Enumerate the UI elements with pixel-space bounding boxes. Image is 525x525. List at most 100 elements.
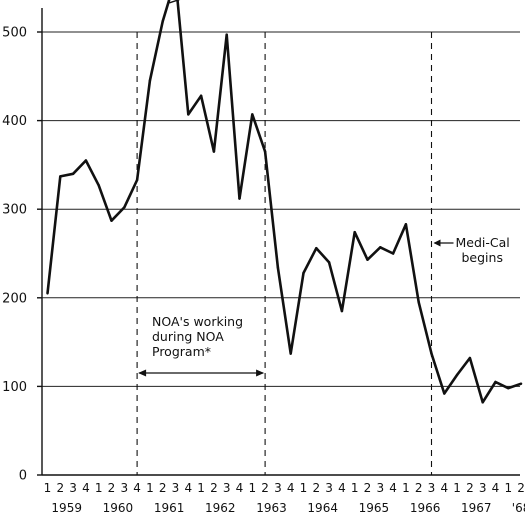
data-point-q18 xyxy=(263,150,267,153)
x-tick-label-q20: 4 xyxy=(287,481,295,495)
x-tick-label-q38: 2 xyxy=(517,481,525,495)
medical-annotation-line: Medi-Cal xyxy=(456,235,510,250)
year-label-1962: 1962 xyxy=(205,501,236,515)
x-tick-label-q31: 3 xyxy=(428,481,436,495)
x-tick-label-q36: 4 xyxy=(492,481,500,495)
gridlines xyxy=(42,31,520,387)
data-point-q22 xyxy=(315,246,318,250)
x-tick-label-q14: 2 xyxy=(210,481,218,495)
x-tick-label-q9: 1 xyxy=(146,481,154,495)
data-point-q23 xyxy=(327,261,331,264)
data-point-q5 xyxy=(97,184,100,187)
series xyxy=(46,0,523,404)
data-point-q2 xyxy=(59,175,62,178)
data-point-q8 xyxy=(135,178,139,182)
x-tick-label-q30: 2 xyxy=(415,481,423,495)
data-point-q17 xyxy=(251,113,254,116)
x-tick-label-q7: 3 xyxy=(120,481,128,495)
data-point-q36 xyxy=(494,380,497,384)
data-point-q28 xyxy=(391,252,395,255)
data-point-q3 xyxy=(71,172,75,175)
year-label-1966: 1966 xyxy=(410,501,441,515)
year-label-1960: 1960 xyxy=(103,501,134,515)
period-markers xyxy=(136,32,433,475)
data-point-q14 xyxy=(212,150,216,153)
data-point-q7 xyxy=(123,206,126,209)
year-label-1967: 1967 xyxy=(461,501,492,515)
data-point-q16 xyxy=(238,197,241,200)
data-point-q25 xyxy=(353,231,356,234)
data-point-q30 xyxy=(417,301,420,304)
data-point-q9 xyxy=(148,79,152,82)
data-point-q34 xyxy=(468,356,472,360)
x-tick-label-q16: 4 xyxy=(236,481,244,495)
data-point-q33 xyxy=(455,373,459,377)
data-point-q24 xyxy=(340,309,344,313)
x-tick-label-q32: 4 xyxy=(440,481,448,495)
x-tick-label-q5: 1 xyxy=(95,481,103,495)
noa-arrowhead-left xyxy=(138,369,147,377)
x-tick-label-q8: 4 xyxy=(133,481,141,495)
medical-arrowhead xyxy=(433,239,441,247)
x-tick-label-q17: 1 xyxy=(248,481,256,495)
year-label-1965: 1965 xyxy=(359,501,390,515)
x-tick-label-q33: 1 xyxy=(453,481,461,495)
x-tick-label-q23: 3 xyxy=(325,481,333,495)
data-point-q20 xyxy=(289,352,292,355)
medical-annotation-line: begins xyxy=(462,250,503,265)
y-tick-label-200: 200 xyxy=(2,291,27,306)
data-point-q32 xyxy=(443,392,446,395)
x-tick-label-q12: 4 xyxy=(184,481,192,495)
x-tick-label-q1: 1 xyxy=(44,481,52,495)
x-tick-label-q19: 3 xyxy=(274,481,282,495)
axes xyxy=(41,8,520,476)
x-tick-label-q2: 2 xyxy=(56,481,64,495)
x-tick-label-q15: 3 xyxy=(223,481,231,495)
noa-annotation-line: Program* xyxy=(152,344,211,359)
data-point-q27 xyxy=(379,246,382,249)
x-tick-label-q29: 1 xyxy=(402,481,410,495)
data-point-q29 xyxy=(404,223,408,226)
data-point-q4 xyxy=(84,159,88,162)
x-tick-label-q37: 1 xyxy=(504,481,512,495)
data-point-q6 xyxy=(110,219,113,222)
data-point-q37 xyxy=(507,386,510,390)
data-point-q15 xyxy=(225,33,228,36)
data-point-q13 xyxy=(199,94,203,97)
x-tick-label-q27: 3 xyxy=(376,481,384,495)
x-tick-label-q22: 2 xyxy=(312,481,320,495)
data-point-q19 xyxy=(276,266,280,269)
noa-arrowhead-right xyxy=(256,369,265,377)
y-tick-label-400: 400 xyxy=(2,114,27,129)
noa-annotation-line: during NOA xyxy=(152,329,224,344)
data-point-q38 xyxy=(519,382,523,385)
data-point-q26 xyxy=(366,258,369,261)
year-label-1959: 1959 xyxy=(51,501,82,515)
data-point-q1 xyxy=(46,292,49,295)
year-label-1963: 1963 xyxy=(256,501,287,515)
y-tick-label-100: 100 xyxy=(2,380,27,395)
data-point-q21 xyxy=(302,271,305,275)
data-point-q12 xyxy=(187,113,190,116)
noa-annotation-line: NOA's working xyxy=(152,314,243,329)
x-tick-label-q6: 2 xyxy=(108,481,116,495)
x-tick-label-q4: 4 xyxy=(82,481,90,495)
x-tick-label-q26: 2 xyxy=(364,481,372,495)
x-tick-label-q18: 2 xyxy=(261,481,269,495)
x-tick-label-q3: 3 xyxy=(69,481,77,495)
x-tick-label-q25: 1 xyxy=(351,481,359,495)
x-tick-label-q35: 3 xyxy=(479,481,487,495)
x-tick-label-q34: 2 xyxy=(466,481,474,495)
x-tick-labels: 1 2 3 4 1 2 3 4 1 2 3 4 1 2 3 4 1 2 3 4 1 2 3 4 1 2 3 4 1 2 3 4 1 2 3 4 1 219… xyxy=(44,481,525,515)
data-point-q35 xyxy=(481,401,484,404)
data-point-q31 xyxy=(430,352,433,355)
year-label-68: '68 xyxy=(512,501,525,515)
y-tick-label-500: 500 xyxy=(2,26,27,41)
x-tick-label-q10: 2 xyxy=(159,481,167,495)
y-tick-label-0: 0 xyxy=(19,469,27,484)
x-tick-label-q21: 1 xyxy=(300,481,308,495)
x-tick-label-q24: 4 xyxy=(338,481,346,495)
